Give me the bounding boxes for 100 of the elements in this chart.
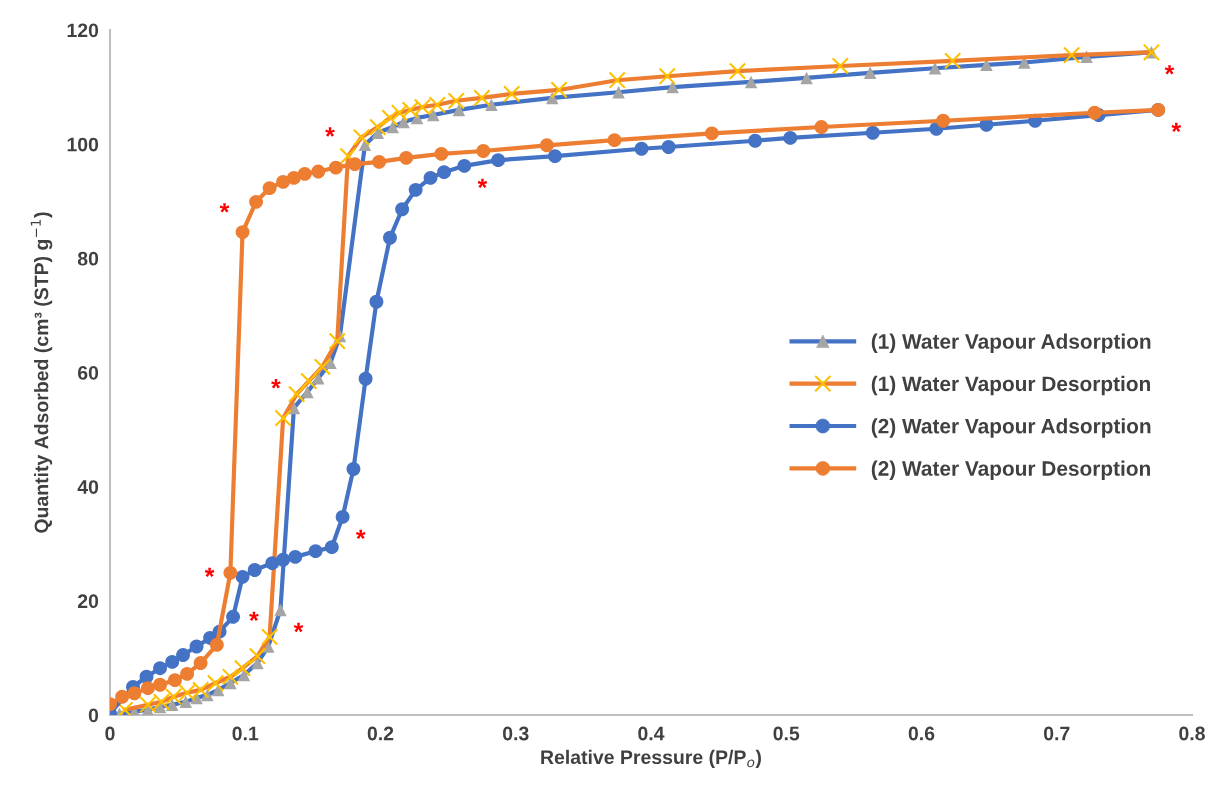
- point: [189, 639, 204, 654]
- annotation: *: [325, 127, 335, 137]
- point: [936, 113, 951, 128]
- point: [748, 133, 763, 148]
- point: [324, 540, 339, 555]
- point: [127, 686, 142, 701]
- point: [167, 673, 182, 688]
- point: [704, 126, 719, 141]
- point: [831, 57, 850, 75]
- point: [313, 358, 332, 376]
- point: [744, 75, 758, 89]
- point: [276, 174, 291, 189]
- annotation: *: [271, 379, 281, 389]
- annotation: *: [293, 622, 304, 633]
- annotation: *: [1164, 65, 1175, 75]
- point: [863, 66, 877, 80]
- point: [335, 509, 350, 524]
- y-tick-label: 40: [77, 480, 99, 494]
- point: [193, 656, 208, 670]
- point: [612, 85, 625, 99]
- point: [288, 549, 303, 564]
- annotation: *: [219, 203, 230, 213]
- annotation: *: [477, 178, 488, 189]
- point: [447, 92, 465, 110]
- x-tick-label: 0.4: [638, 726, 665, 741]
- point: [383, 230, 397, 245]
- y-axis-title: Quantity Adsorbed (cm³ (STP) g$^{−1}$): [30, 212, 53, 533]
- point: [221, 668, 240, 686]
- point: [452, 103, 466, 117]
- point: [274, 603, 287, 617]
- legend-label: (1) Water Vapour Adsorption: [871, 333, 1151, 353]
- point: [548, 149, 562, 164]
- point: [300, 372, 318, 390]
- point: [223, 565, 238, 580]
- point: [369, 294, 384, 309]
- point: [358, 371, 373, 386]
- point: [276, 552, 291, 567]
- annotation: *: [355, 529, 366, 540]
- point: [233, 659, 252, 677]
- y-tick-label: 0: [88, 708, 99, 723]
- point: [386, 120, 399, 134]
- point: [661, 140, 676, 154]
- point: [226, 609, 241, 624]
- point: [287, 385, 306, 403]
- point: [381, 109, 399, 127]
- point: [401, 101, 419, 119]
- point: [247, 563, 262, 577]
- point: [928, 62, 942, 75]
- point: [437, 165, 452, 180]
- point: [427, 108, 440, 122]
- point: [943, 52, 962, 70]
- point: [408, 182, 423, 197]
- x-tick-label: 0.6: [908, 726, 935, 741]
- point: [153, 661, 167, 676]
- point: [473, 89, 491, 107]
- point: [814, 120, 829, 134]
- point: [164, 688, 183, 706]
- legend-label: (1) Water Vapour Desorption: [871, 375, 1150, 396]
- point: [180, 666, 195, 681]
- point: [634, 141, 649, 156]
- point: [728, 62, 747, 80]
- point: [491, 153, 506, 168]
- point: [328, 160, 343, 175]
- point: [165, 654, 180, 669]
- point: [165, 698, 179, 711]
- point: [395, 202, 410, 217]
- point: [287, 170, 301, 185]
- point: [539, 138, 554, 153]
- legend-label: (2) Water Vapour Desorption: [871, 460, 1150, 480]
- annotation: *: [249, 611, 259, 621]
- x-tick-label: 0.2: [367, 726, 394, 741]
- point: [865, 125, 880, 140]
- x-tick-label: 0.3: [503, 726, 529, 741]
- point: [248, 647, 267, 665]
- y-tick-label: 20: [77, 594, 99, 609]
- point: [457, 158, 472, 173]
- point: [311, 164, 326, 179]
- point: [249, 194, 264, 209]
- y-tick-label: 100: [67, 137, 99, 152]
- annotation: *: [204, 567, 215, 577]
- point: [260, 628, 279, 646]
- point: [369, 118, 387, 136]
- point: [235, 569, 250, 584]
- point: [297, 166, 312, 181]
- point: [347, 157, 362, 172]
- point: [328, 332, 346, 350]
- point: [550, 81, 568, 99]
- y-tick-label: 80: [77, 251, 99, 266]
- point: [262, 181, 277, 196]
- y-tick-label: 120: [67, 23, 99, 38]
- point: [209, 637, 224, 652]
- annotation: *: [1171, 122, 1182, 133]
- point: [423, 170, 438, 185]
- point: [235, 225, 250, 240]
- point: [800, 71, 813, 85]
- x-tick-label: 0.5: [773, 726, 800, 741]
- point: [274, 409, 292, 427]
- x-tick-label: 0: [105, 726, 115, 741]
- point: [153, 677, 167, 692]
- y-tick-label: 60: [77, 365, 99, 380]
